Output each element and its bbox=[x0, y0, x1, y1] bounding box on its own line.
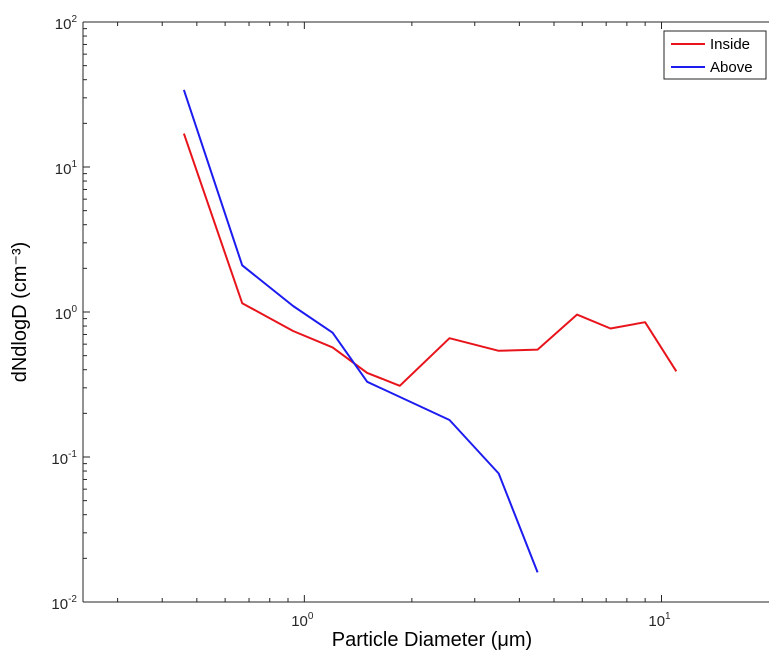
legend: Inside Above bbox=[664, 31, 766, 79]
legend-label-above: Above bbox=[710, 59, 753, 76]
y-axis-label: dNdlogD (cm⁻³) bbox=[9, 242, 31, 383]
legend-label-inside: Inside bbox=[710, 36, 750, 53]
x-axis-label: Particle Diameter (μm) bbox=[332, 629, 532, 651]
